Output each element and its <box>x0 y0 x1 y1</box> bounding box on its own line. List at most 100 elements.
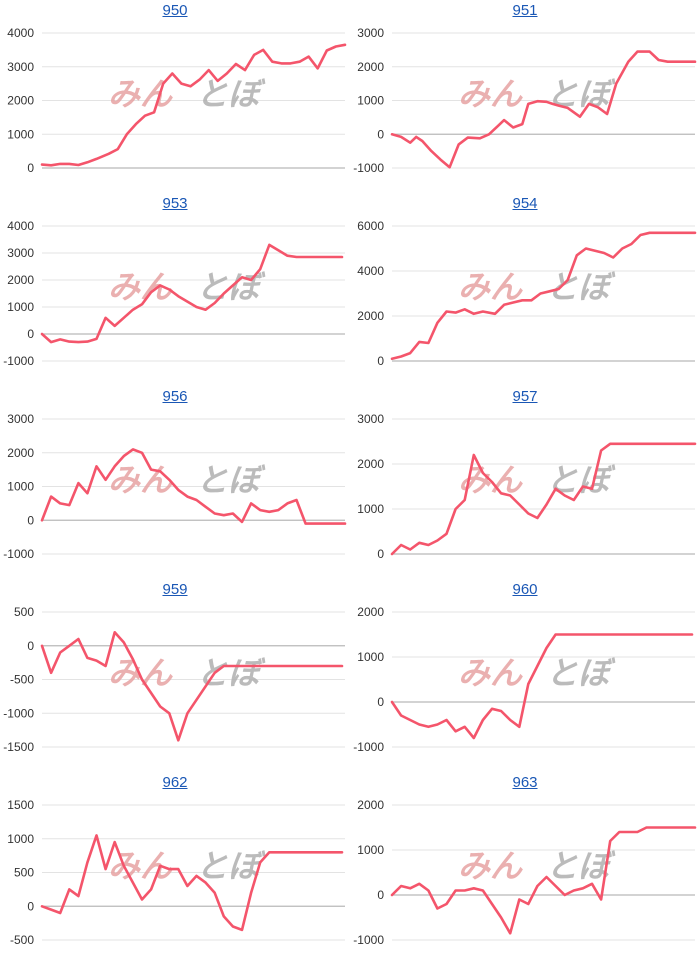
y-tick-label: 1000 <box>357 650 384 664</box>
y-tick-label: 1000 <box>357 502 384 516</box>
svg-text:とぼ: とぼ <box>196 654 266 692</box>
series-line <box>40 630 344 742</box>
y-tick-label: 3000 <box>7 246 34 260</box>
series-line <box>390 50 697 169</box>
svg-text:みん: みん <box>108 75 173 113</box>
y-tick-label: 0 <box>27 161 34 175</box>
y-tick-label: 2000 <box>7 446 34 460</box>
series-line <box>40 243 344 344</box>
chart-title-link[interactable]: 951 <box>512 2 538 19</box>
y-tick-label: 2000 <box>357 60 384 74</box>
y-tick-label: 2000 <box>7 273 34 287</box>
y-tick-label: 0 <box>27 327 34 341</box>
line-chart: -1000 0 1000 2000 みん とぼ <box>353 605 695 754</box>
y-tick-label: 4000 <box>7 219 34 233</box>
watermark-logo: みん とぼ <box>458 268 616 306</box>
y-tick-label: 1000 <box>357 843 384 857</box>
line-chart: 0 2000 4000 6000 みん とぼ <box>357 219 697 368</box>
watermark-logo: みん とぼ <box>108 654 266 692</box>
svg-text:とぼ: とぼ <box>546 268 616 306</box>
line-chart: -1000 0 1000 2000 3000 みん とぼ <box>353 26 697 175</box>
watermark-logo: みん とぼ <box>458 847 616 885</box>
chart-title-link[interactable]: 956 <box>162 388 188 405</box>
chart-title-link[interactable]: 950 <box>162 2 188 19</box>
y-tick-label: -1000 <box>3 547 34 561</box>
y-tick-label: 2000 <box>357 798 384 812</box>
chart-title-link[interactable]: 953 <box>162 195 188 212</box>
y-tick-label: -1000 <box>3 354 34 368</box>
svg-text:みん: みん <box>108 461 173 499</box>
y-tick-label: 3000 <box>7 412 34 426</box>
chart-title-link[interactable]: 954 <box>512 195 538 212</box>
chart-panel-954: 954 0 2000 4000 6000 みん とぼ <box>350 193 700 386</box>
line-chart: -1000 0 1000 2000 みん とぼ <box>353 798 697 947</box>
watermark-logo: みん とぼ <box>458 654 616 692</box>
y-tick-label: -500 <box>10 933 34 947</box>
chart-title-link[interactable]: 962 <box>162 774 188 791</box>
svg-text:みん: みん <box>458 654 523 692</box>
chart-panel-963: 963 -1000 0 1000 2000 みん とぼ <box>350 772 700 965</box>
series-line <box>390 826 697 935</box>
svg-text:みん: みん <box>458 847 523 885</box>
y-tick-label: 3000 <box>357 26 384 40</box>
y-tick-label: 4000 <box>7 26 34 40</box>
svg-text:とぼ: とぼ <box>196 75 266 113</box>
series-line <box>390 231 697 361</box>
y-tick-label: 1000 <box>357 94 384 108</box>
line-chart: -1500 -1000 -500 0 500 みん とぼ <box>3 605 345 754</box>
y-tick-label: 4000 <box>357 264 384 278</box>
chart-panel-956: 956 -1000 0 1000 2000 3000 みん とぼ <box>0 386 350 579</box>
chart-panel-960: 960 -1000 0 1000 2000 みん とぼ <box>350 579 700 772</box>
y-tick-label: 1500 <box>7 798 34 812</box>
chart-panel-951: 951 -1000 0 1000 2000 3000 みん とぼ <box>350 0 700 193</box>
y-tick-label: 1000 <box>7 300 34 314</box>
chart-title-link[interactable]: 963 <box>512 774 538 791</box>
chart-title-link[interactable]: 957 <box>512 388 538 405</box>
svg-text:みん: みん <box>458 268 523 306</box>
chart-panel-959: 959 -1500 -1000 -500 0 500 みん とぼ <box>0 579 350 772</box>
svg-text:とぼ: とぼ <box>546 654 616 692</box>
line-chart: 0 1000 2000 3000 みん とぼ <box>357 412 697 561</box>
chart-title-link[interactable]: 960 <box>512 581 538 598</box>
y-tick-label: 500 <box>14 605 34 619</box>
y-tick-label: 1000 <box>7 127 34 141</box>
chart-panel-950: 950 0 1000 2000 3000 4000 みん とぼ <box>0 0 350 193</box>
watermark-logo: みん とぼ <box>108 461 266 499</box>
y-tick-label: -500 <box>10 673 34 687</box>
y-tick-label: -1500 <box>3 740 34 754</box>
y-tick-label: 500 <box>14 866 34 880</box>
y-tick-label: 0 <box>27 899 34 913</box>
svg-text:とぼ: とぼ <box>546 75 616 113</box>
y-tick-label: 3000 <box>7 60 34 74</box>
series-line <box>390 442 697 556</box>
chart-panel-957: 957 0 1000 2000 3000 みん とぼ <box>350 386 700 579</box>
y-tick-label: 0 <box>377 127 384 141</box>
y-tick-label: 0 <box>377 888 384 902</box>
y-tick-label: -1000 <box>353 740 384 754</box>
y-tick-label: 0 <box>27 639 34 653</box>
y-tick-label: 0 <box>27 513 34 527</box>
y-tick-label: 0 <box>377 354 384 368</box>
y-tick-label: 2000 <box>357 605 384 619</box>
svg-text:とぼ: とぼ <box>196 461 266 499</box>
y-tick-label: 0 <box>377 695 384 709</box>
y-tick-label: 2000 <box>357 457 384 471</box>
series-line <box>390 633 694 740</box>
watermark-logo: みん とぼ <box>108 75 266 113</box>
y-tick-label: 2000 <box>7 94 34 108</box>
line-chart: 0 1000 2000 3000 4000 みん とぼ <box>7 26 347 175</box>
chart-title-link[interactable]: 959 <box>162 581 188 598</box>
y-tick-label: 0 <box>377 547 384 561</box>
series-line <box>40 448 347 525</box>
chart-panel-962: 962 -500 0 500 1000 1500 みん とぼ <box>0 772 350 965</box>
y-tick-label: 3000 <box>357 412 384 426</box>
svg-text:みん: みん <box>458 75 523 113</box>
y-tick-label: 1000 <box>7 480 34 494</box>
y-tick-label: 1000 <box>7 832 34 846</box>
watermark-logo: みん とぼ <box>458 75 616 113</box>
y-tick-label: 2000 <box>357 309 384 323</box>
series-line <box>40 834 344 932</box>
y-tick-label: -1000 <box>353 161 384 175</box>
